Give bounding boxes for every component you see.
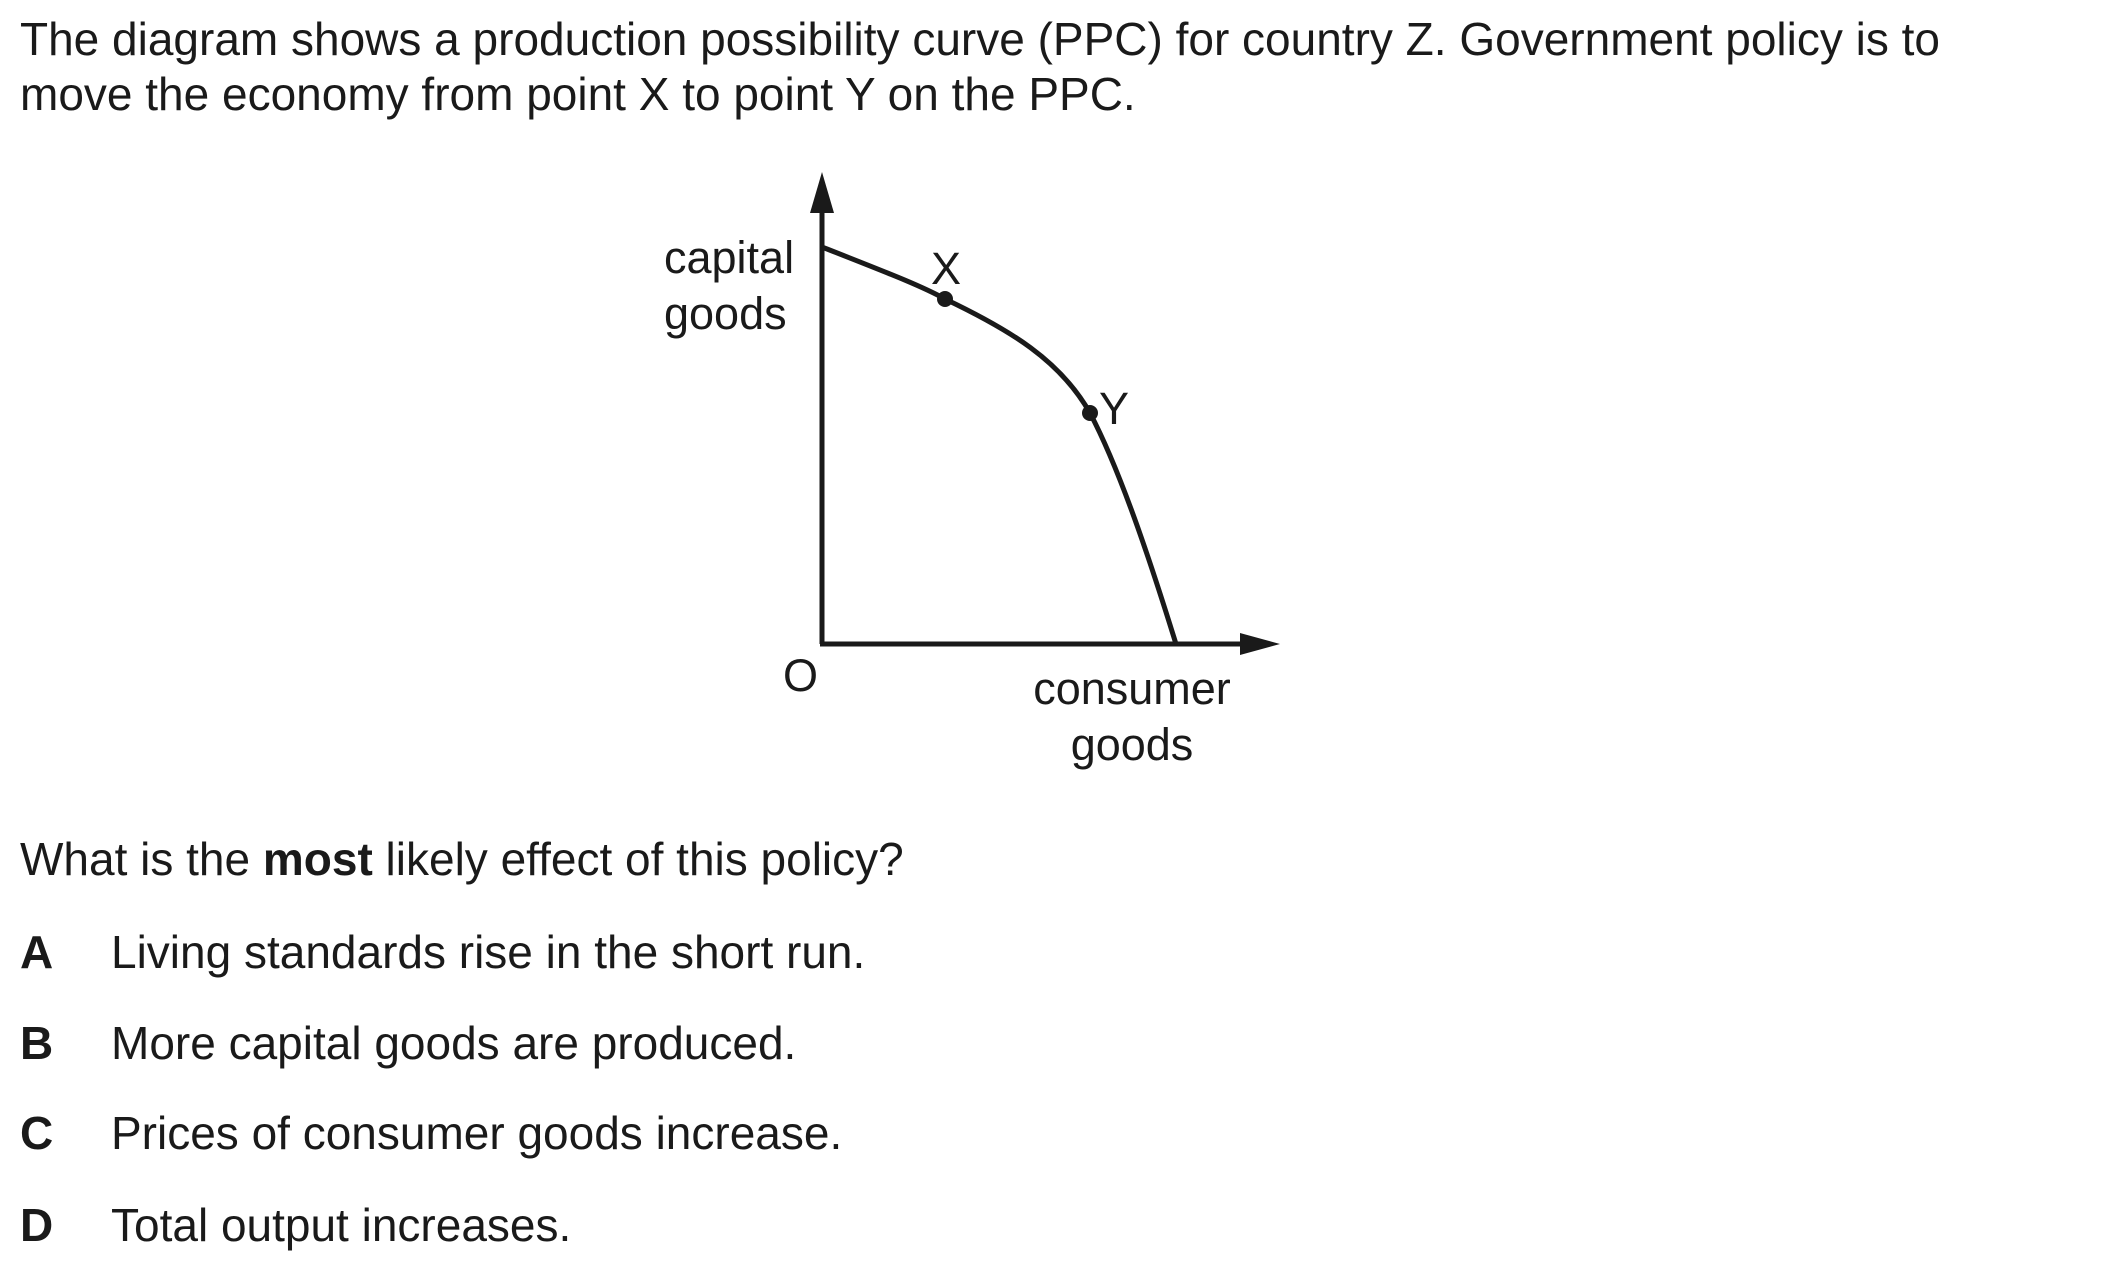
x-axis-label-line-2: goods <box>1071 719 1194 770</box>
point-y-marker <box>1082 405 1098 421</box>
x-axis-label-line-1: consumer <box>1033 663 1231 714</box>
x-axis-arrowhead <box>1240 633 1280 655</box>
intro-line-1: The diagram shows a production possibili… <box>20 13 1940 65</box>
point-y-label: Y <box>1099 383 1129 434</box>
intro-line-2: move the economy from point X to point Y… <box>20 68 1136 120</box>
question-text: What is the most likely effect of this p… <box>20 832 904 887</box>
y-axis-arrowhead <box>810 172 834 213</box>
option-text: Total output increases. <box>111 1199 572 1251</box>
point-x-marker <box>937 291 953 307</box>
point-x-label: X <box>931 243 961 294</box>
option-text: Living standards rise in the short run. <box>111 926 866 978</box>
option-letter: C <box>20 1107 54 1159</box>
question-emphasis: most <box>262 833 373 885</box>
option-letter: B <box>20 1017 54 1069</box>
question-before: What is the <box>20 833 263 885</box>
option-letter: D <box>20 1199 54 1251</box>
y-axis-label-line-1: capital <box>664 232 794 283</box>
question-after: likely effect of this policy? <box>372 833 904 885</box>
origin-label: O <box>783 650 818 701</box>
option-text: More capital goods are produced. <box>111 1017 797 1069</box>
option-text: Prices of consumer goods increase. <box>111 1107 843 1159</box>
ppc-curve <box>821 244 1179 645</box>
option-letter: A <box>20 926 54 978</box>
y-axis-label-line-2: goods <box>664 288 787 339</box>
intro-text: The diagram shows a production possibili… <box>20 12 2060 122</box>
